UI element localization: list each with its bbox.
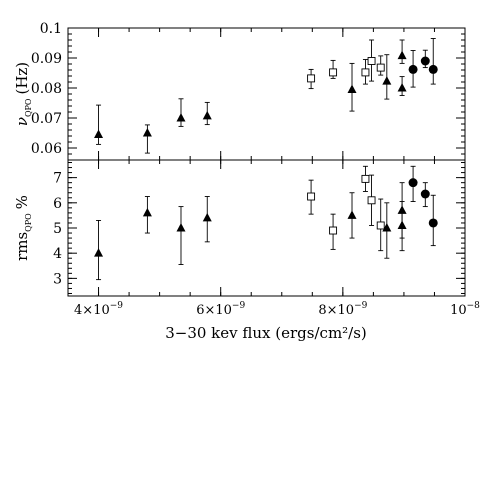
rms-y-tick-label: 7 — [53, 171, 62, 187]
data-point-triangle — [397, 220, 407, 229]
x-tick-label: 10−8 — [450, 301, 480, 318]
rms-axis-text: rms — [13, 232, 31, 261]
data-point-triangle — [347, 210, 357, 219]
freq-y-tick-label: 0.08 — [31, 81, 62, 97]
data-point-square — [361, 174, 370, 183]
data-point-triangle — [94, 248, 104, 257]
data-point-triangle — [382, 76, 392, 85]
data-point-square — [307, 74, 316, 83]
x-tick-mantissa: 4×10 — [74, 303, 110, 318]
rms-y-tick-label: 3 — [53, 271, 62, 287]
data-point-circle — [420, 56, 430, 66]
freq-y-tick-label: 0.06 — [31, 141, 62, 157]
freq-y-tick-label: 0.1 — [40, 21, 62, 37]
data-point-triangle — [397, 50, 407, 60]
x-tick-exponent: −9 — [354, 301, 368, 311]
frequency-axis-subscript: QPO — [24, 98, 33, 117]
x-tick-label: 6×10−9 — [196, 301, 245, 318]
x-tick-label: 8×10−9 — [318, 301, 367, 318]
rms-axis-unit: % — [13, 195, 31, 209]
data-point-triangle — [94, 129, 104, 138]
rms-y-tick-label: 4 — [53, 246, 62, 262]
data-point-circle — [420, 189, 430, 199]
data-point-square — [307, 192, 316, 201]
data-point-circle — [428, 218, 438, 228]
freq-y-tick-label: 0.07 — [31, 111, 62, 127]
data-point-triangle — [176, 223, 186, 232]
rms-y-tick-label: 6 — [53, 196, 62, 212]
data-point-triangle — [347, 84, 357, 93]
data-point-square — [376, 221, 385, 230]
x-tick-exponent: −9 — [110, 301, 124, 311]
frequency-axis-label: νQPO (Hz) — [13, 62, 33, 126]
x-tick-mantissa: 10 — [450, 303, 467, 318]
data-point-square — [329, 68, 338, 77]
data-point-triangle — [202, 212, 212, 222]
frequency-axis-symbol: ν — [13, 117, 31, 126]
data-point-circle — [408, 178, 418, 188]
data-point-triangle — [142, 128, 152, 137]
x-tick-mantissa: 8×10 — [318, 303, 354, 318]
x-tick-exponent: −8 — [467, 301, 481, 311]
data-point-triangle — [397, 83, 407, 92]
data-point-triangle — [202, 110, 212, 120]
x-tick-label: 4×10−9 — [74, 301, 123, 318]
data-point-circle — [428, 64, 438, 74]
data-point-triangle — [142, 207, 152, 217]
x-tick-exponent: −9 — [232, 301, 246, 311]
frequency-panel-frame — [67, 27, 466, 161]
data-point-circle — [408, 64, 418, 74]
x-tick-mantissa: 6×10 — [196, 303, 232, 318]
frequency-panel: 0.06 0.07 0.08 0.09 0.1 νQPO (Hz) — [13, 21, 466, 161]
rms-y-tick-label: 5 — [53, 221, 62, 237]
data-point-triangle — [176, 113, 186, 122]
data-point-square — [367, 57, 376, 65]
x-axis-label: 3−30 kev flux (ergs/cm²/s) — [165, 324, 367, 342]
data-point-square — [376, 63, 385, 72]
rms-axis-subscript: QPO — [24, 213, 33, 232]
rms-axis-label: rmsQPO% — [13, 195, 33, 261]
frequency-axis-unit: (Hz) — [13, 62, 31, 95]
data-point-square — [361, 68, 370, 77]
data-point-square — [367, 196, 376, 205]
data-point-square — [329, 226, 338, 235]
freq-y-tick-label: 0.09 — [31, 51, 62, 67]
